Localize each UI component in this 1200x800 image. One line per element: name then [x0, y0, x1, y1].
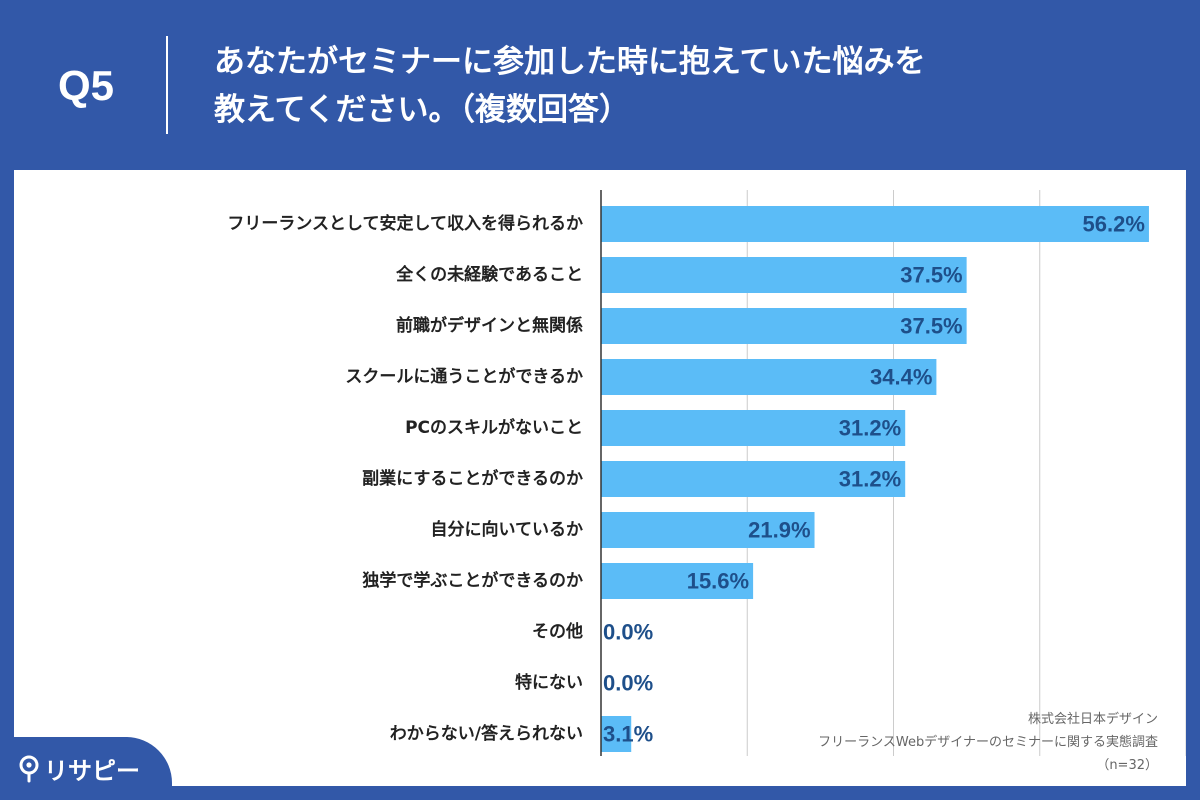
- chart-panel: フリーランスとして安定して収入を得られるか 56.2% 全くの未経験であること 37.…: [14, 170, 1186, 786]
- category-label: 副業にすることができるのか: [362, 468, 583, 489]
- category-label: 独学で学ぶことができるのか: [362, 570, 583, 591]
- value-label: 21.9%: [748, 518, 810, 543]
- value-label: 37.5%: [900, 263, 962, 288]
- value-label: 37.5%: [900, 314, 962, 339]
- category-label: 全くの未経験であること: [395, 264, 583, 285]
- value-label: 34.4%: [870, 365, 932, 390]
- value-label: 15.6%: [687, 569, 749, 594]
- source-note: 株式会社日本デザイン フリーランスWebデザイナーのセミナーに関する実態調査 （…: [818, 708, 1158, 777]
- source-company: 株式会社日本デザイン: [1027, 712, 1158, 727]
- question-title-line1: あなたがセミナーに参加した時に抱えていた悩みを: [214, 44, 926, 80]
- bar: [601, 512, 815, 548]
- bar: [601, 206, 1149, 242]
- category-label: その他: [532, 621, 583, 642]
- bar: [601, 359, 937, 395]
- bar: [601, 461, 906, 497]
- header-divider: [166, 36, 168, 134]
- category-label: スクールに通うことができるか: [345, 366, 583, 387]
- question-title: あなたがセミナーに参加した時に抱えていた悩みを 教えてください。（複数回答）: [214, 38, 1114, 134]
- value-label: 0.0%: [603, 671, 653, 696]
- header: Q5 あなたがセミナーに参加した時に抱えていた悩みを 教えてください。（複数回答…: [0, 0, 1200, 170]
- source-sample: （n=32）: [1096, 758, 1158, 773]
- category-label: PCのスキルがないこと: [405, 417, 583, 438]
- bar: [601, 563, 754, 599]
- value-label: 3.1%: [603, 722, 653, 747]
- value-label: 31.2%: [839, 467, 901, 492]
- bar: [601, 257, 967, 293]
- value-label: 31.2%: [839, 416, 901, 441]
- category-label: 特にない: [515, 672, 583, 693]
- category-label: フリーランスとして安定して収入を得られるか: [227, 213, 583, 234]
- location-pin-icon: [19, 755, 39, 783]
- category-label: わからない/答えられない: [390, 723, 583, 744]
- question-number: Q5: [58, 62, 115, 109]
- source-survey: フリーランスWebデザイナーのセミナーに関する実態調査: [818, 735, 1158, 750]
- bar-chart: フリーランスとして安定して収入を得られるか 56.2% 全くの未経験であること 37.…: [227, 190, 1186, 756]
- value-label: 0.0%: [603, 620, 653, 645]
- category-label: 前職がデザインと無関係: [396, 315, 583, 336]
- logo-text: リサピー: [44, 757, 140, 785]
- category-label: 自分に向いているか: [431, 519, 584, 540]
- bar: [601, 308, 967, 344]
- value-label: 56.2%: [1083, 212, 1145, 237]
- question-title-line2: 教えてください。（複数回答）: [214, 92, 631, 128]
- risapy-logo: リサピー: [0, 737, 172, 800]
- bar: [601, 716, 632, 752]
- bar: [601, 410, 906, 446]
